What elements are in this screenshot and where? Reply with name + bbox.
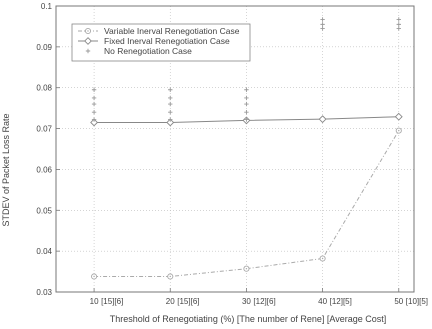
- data-point: [91, 110, 97, 115]
- data-point: [244, 110, 249, 115]
- data-point: [91, 87, 97, 92]
- series-0: [91, 127, 402, 280]
- y-tick-label: 0.05: [36, 206, 52, 215]
- legend-item: Variable Inerval Renegotiation Case: [78, 26, 240, 36]
- data-point: [91, 101, 97, 107]
- x-tick-extra-label: [15][6]: [177, 297, 199, 306]
- legend: Variable Inerval Renegotiation CaseFixed…: [71, 23, 251, 62]
- x-tick-extra-label: [12][6]: [253, 297, 275, 306]
- legend-label: Variable Inerval Renegotiation Case: [104, 26, 240, 36]
- data-point: [90, 118, 99, 127]
- series-2: [91, 17, 401, 122]
- data-point: [244, 101, 249, 107]
- data-point: [243, 265, 250, 272]
- legend-marker: [84, 37, 92, 45]
- data-point: [396, 26, 401, 31]
- data-point: [91, 273, 98, 280]
- x-axis-label: Threshold of Renegotiating (%) [The numb…: [110, 314, 386, 324]
- data-point: [396, 17, 401, 22]
- x-tick-label: 40: [318, 297, 327, 306]
- data-point: [394, 112, 403, 121]
- data-point: [320, 22, 325, 27]
- data-point: [166, 118, 175, 127]
- x-tick-label: 50: [394, 297, 403, 306]
- x-tick-extra-label: [15][6]: [101, 297, 123, 306]
- plot-area: [55, 5, 415, 293]
- y-tick-label: 0.09: [36, 43, 52, 52]
- data-point: [168, 110, 173, 115]
- data-point: [168, 101, 173, 107]
- y-tick-label: 0.04: [36, 247, 52, 256]
- data-point: [320, 26, 325, 31]
- data-point: [320, 17, 325, 22]
- y-tick-label: 0.08: [36, 84, 52, 93]
- data-point: [396, 22, 401, 27]
- data-point: [318, 115, 327, 124]
- data-point: [244, 117, 249, 122]
- legend-marker: [85, 48, 91, 54]
- x-axis: 10 [15][6] 20 [15][6] 30 [12][6] 40 [12][5] 50 [1…: [90, 288, 428, 306]
- data-point: [168, 117, 173, 122]
- data-point: [91, 117, 97, 122]
- data-point: [91, 95, 97, 101]
- data-point: [168, 87, 173, 92]
- series-layer: [90, 17, 403, 280]
- y-tick-label: 0.1: [41, 2, 53, 11]
- y-axis-label: STDEV of Packet Loss Rate: [1, 113, 11, 226]
- y-axis: 0.03 0.04 0.05 0.06 0.07 0.08 0.09 0.1: [36, 2, 60, 297]
- x-tick-extra-label: [12][5]: [330, 297, 352, 306]
- legend-item: No Renegotiation Case: [85, 46, 192, 56]
- y-tick-label: 0.03: [36, 288, 52, 297]
- y-tick-label: 0.06: [36, 165, 52, 174]
- x-tick-extra-label: [10][5]: [406, 297, 428, 306]
- x-tick-label: 20: [166, 297, 175, 306]
- data-point: [319, 255, 326, 262]
- series-line: [94, 130, 400, 277]
- data-point: [244, 95, 249, 101]
- data-point: [244, 87, 249, 92]
- legend-label: No Renegotiation Case: [104, 46, 192, 56]
- legend-box: [71, 23, 251, 62]
- x-tick-label: 30: [242, 297, 251, 306]
- data-point: [168, 95, 173, 101]
- x-tick-label: 10: [90, 297, 99, 306]
- y-tick-label: 0.07: [36, 125, 52, 134]
- data-point: [167, 273, 174, 280]
- data-point: [395, 127, 402, 134]
- legend-label: Fixed Inerval Renegotiation Case: [104, 36, 230, 46]
- legend-item: Fixed Inerval Renegotiation Case: [78, 36, 230, 46]
- legend-marker: [84, 27, 92, 35]
